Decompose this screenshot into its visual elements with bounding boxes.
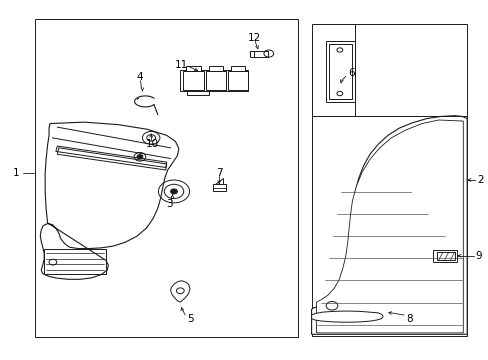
Polygon shape [212, 184, 225, 192]
Text: 4: 4 [136, 72, 143, 82]
Polygon shape [183, 71, 203, 90]
Polygon shape [187, 91, 209, 95]
Polygon shape [311, 311, 382, 322]
Polygon shape [311, 116, 466, 334]
Polygon shape [180, 70, 248, 91]
Polygon shape [208, 66, 223, 71]
Text: 3: 3 [165, 199, 172, 209]
Circle shape [137, 155, 142, 159]
Text: 9: 9 [474, 251, 481, 261]
Polygon shape [316, 120, 462, 333]
Polygon shape [432, 249, 457, 262]
Polygon shape [205, 71, 225, 90]
Text: 11: 11 [174, 60, 187, 70]
Text: 8: 8 [406, 314, 412, 324]
Polygon shape [328, 44, 352, 99]
Text: 7: 7 [216, 168, 222, 178]
Text: 12: 12 [247, 33, 260, 43]
Polygon shape [227, 71, 248, 90]
Text: 10: 10 [145, 139, 158, 149]
Polygon shape [230, 66, 245, 71]
Polygon shape [57, 148, 166, 170]
Text: 2: 2 [476, 175, 483, 185]
Polygon shape [436, 252, 454, 260]
Polygon shape [186, 66, 201, 71]
Polygon shape [250, 51, 267, 57]
Text: 6: 6 [347, 68, 354, 78]
Text: 1: 1 [13, 168, 19, 178]
Polygon shape [170, 281, 190, 302]
Polygon shape [325, 41, 355, 102]
Polygon shape [215, 178, 223, 184]
Polygon shape [40, 122, 179, 279]
Circle shape [170, 189, 177, 194]
Text: 5: 5 [186, 314, 193, 324]
